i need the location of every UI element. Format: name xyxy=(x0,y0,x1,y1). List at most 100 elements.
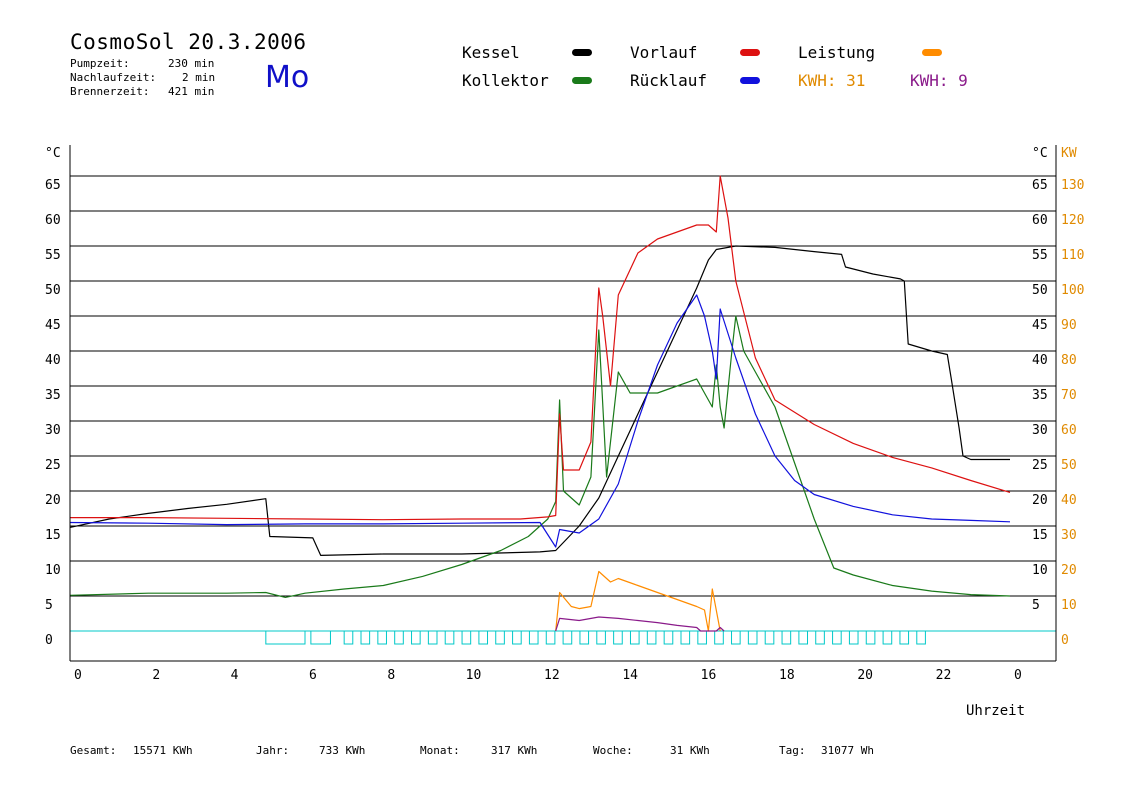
legend-swatch-kollektor xyxy=(572,77,592,84)
legend-label-leistung: Leistung xyxy=(798,43,876,62)
pump-activity-bar xyxy=(360,630,371,645)
pump-activity-bar xyxy=(394,630,404,645)
power-tick-label: 40 xyxy=(1061,493,1077,508)
legend-label-ruecklauf: Rücklauf xyxy=(630,71,708,90)
pump-activity-bar xyxy=(343,630,354,645)
pump-time-label: Pumpzeit: xyxy=(70,57,130,70)
pump-activity-bar xyxy=(916,630,926,645)
series-line-kessel xyxy=(69,245,1010,556)
y-tick-label-right: 15 xyxy=(1032,528,1048,543)
stat-day-label: Tag: xyxy=(779,744,806,757)
y-tick-label-right: 5 xyxy=(1032,598,1040,613)
pump-activity-bar xyxy=(427,630,438,645)
burner-time-value: 421 min xyxy=(168,85,215,98)
pump-activity-bar xyxy=(562,630,573,645)
stat-month-value: 317 KWh xyxy=(491,744,538,757)
axes xyxy=(69,145,1057,662)
power-tick-label: 20 xyxy=(1061,563,1077,578)
y-tick-label-left: 65 xyxy=(45,178,61,193)
power-tick-label: 60 xyxy=(1061,423,1077,438)
pump-activity-bar xyxy=(545,630,556,645)
series-line-power-secondary xyxy=(555,616,725,632)
y-tick-label-right: 20 xyxy=(1032,493,1048,508)
stat-week-label: Woche: xyxy=(593,744,633,757)
x-tick-label: 20 xyxy=(857,668,873,683)
power-tick-label: 70 xyxy=(1061,388,1077,403)
y-tick-label-left: 40 xyxy=(45,353,61,368)
y-tick-label-right: 65 xyxy=(1032,178,1048,193)
power-tick-label: 50 xyxy=(1061,458,1077,473)
chart-title: CosmoSol 20.3.2006 xyxy=(70,30,307,54)
stat-total-value: 15571 KWh xyxy=(133,744,193,757)
pump-time-value: 230 min xyxy=(168,57,215,70)
y-tick-label-right: 60 xyxy=(1032,213,1048,228)
pump-activity-bars xyxy=(265,630,926,645)
y-tick-label-right: 25 xyxy=(1032,458,1048,473)
y-tick-label-left: 35 xyxy=(45,388,61,403)
x-tick-label: 6 xyxy=(309,668,317,683)
pump-activity-bar xyxy=(781,630,792,645)
pump-activity-bar xyxy=(865,630,876,645)
pump-activity-bar xyxy=(596,630,606,645)
y-tick-label-left: 60 xyxy=(45,213,61,228)
x-tick-label: 0 xyxy=(74,668,82,683)
tick-labels: 0510152025303540455055606551015202530354… xyxy=(45,146,1084,719)
x-tick-label: 22 xyxy=(936,668,952,683)
power-tick-label: 110 xyxy=(1061,248,1084,263)
power-tick-label: 100 xyxy=(1061,283,1084,298)
y-tick-label-right: 50 xyxy=(1032,283,1048,298)
y-tick-label-left: 55 xyxy=(45,248,61,263)
y-tick-label-right: 45 xyxy=(1032,318,1048,333)
pump-activity-bar xyxy=(579,630,590,645)
afterrun-time-label: Nachlaufzeit: xyxy=(70,71,157,84)
pump-activity-bar xyxy=(832,630,842,645)
kwh-total-label: KWH: 31 xyxy=(798,71,866,90)
x-tick-label: 12 xyxy=(544,668,560,683)
pump-activity-bar xyxy=(680,630,691,645)
pump-activity-bar xyxy=(461,630,472,645)
y-tick-label-left: 45 xyxy=(45,318,61,333)
y-tick-label-left: 20 xyxy=(45,493,61,508)
power-tick-label: 10 xyxy=(1061,598,1077,613)
pump-activity-bar xyxy=(377,630,387,645)
pump-activity-bar xyxy=(714,630,724,645)
x-tick-label: 14 xyxy=(622,668,638,683)
power-tick-label: 80 xyxy=(1061,353,1077,368)
pump-activity-bar xyxy=(629,630,640,645)
y-tick-label-right: 55 xyxy=(1032,248,1048,263)
kwh-secondary-label: KWH: 9 xyxy=(910,71,968,90)
x-tick-label: 4 xyxy=(231,668,239,683)
series-line-leistung xyxy=(555,570,721,632)
y-tick-label-left: 25 xyxy=(45,458,61,473)
pump-activity-bar xyxy=(731,630,741,645)
power-tick-label: 130 xyxy=(1061,178,1084,193)
pump-activity-bar xyxy=(646,630,657,645)
y-tick-label-right: 10 xyxy=(1032,563,1048,578)
legend-label-kollektor: Kollektor xyxy=(462,71,549,90)
series-lines xyxy=(69,175,1011,632)
stat-day-value: 31077 Wh xyxy=(821,744,874,757)
pump-activity-bar xyxy=(815,630,825,645)
legend-swatch-ruecklauf xyxy=(740,77,760,84)
y-tick-label-right: 35 xyxy=(1032,388,1048,403)
pump-activity-bar xyxy=(663,630,674,645)
pump-activity-bar xyxy=(798,630,809,645)
pump-activity-bar xyxy=(478,630,489,645)
power-tick-label: 0 xyxy=(1061,633,1069,648)
y-tick-label-left: 5 xyxy=(45,598,53,613)
y-tick-label-right: 40 xyxy=(1032,353,1048,368)
pump-activity-bar xyxy=(444,630,455,645)
y-tick-label-left: 10 xyxy=(45,563,61,578)
stat-month-label: Monat: xyxy=(420,744,460,757)
y-unit-label-right: °C xyxy=(1032,146,1048,161)
legend-swatch-vorlauf xyxy=(740,49,760,56)
pump-activity-bar xyxy=(882,630,893,645)
x-tick-label: 18 xyxy=(779,668,795,683)
legend-swatch-leistung xyxy=(922,49,942,56)
pump-activity-bar xyxy=(411,630,421,645)
afterrun-time-value: 2 min xyxy=(182,71,216,84)
pump-activity-bar xyxy=(764,630,775,645)
x-tick-label: 8 xyxy=(387,668,395,683)
grid-lines xyxy=(70,175,1056,632)
power-tick-label: 30 xyxy=(1061,528,1077,543)
